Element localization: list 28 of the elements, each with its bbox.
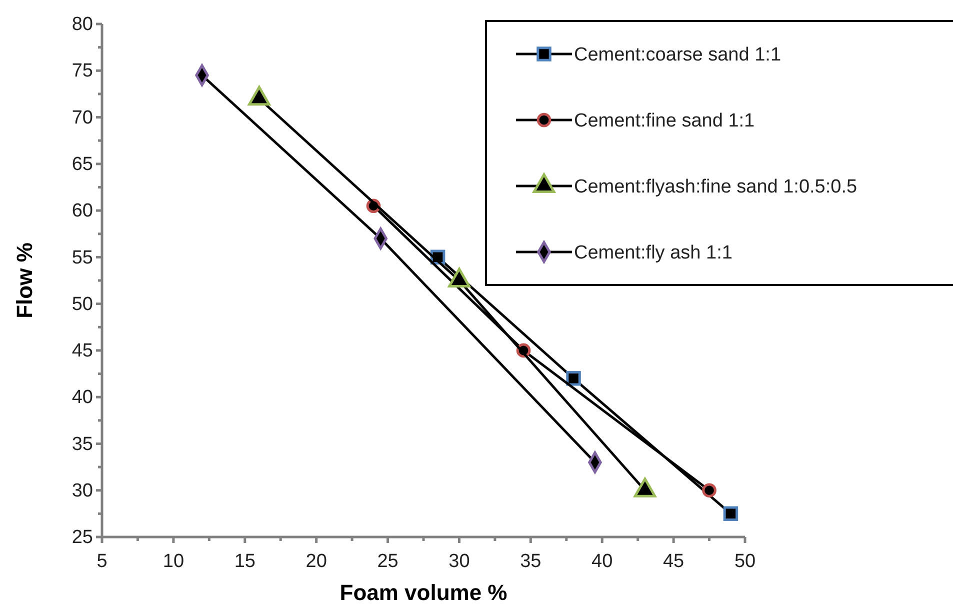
legend-label: Cement:fine sand 1:1 (574, 110, 755, 132)
x-axis-title: Foam volume % (340, 580, 508, 605)
x-tick-label: 5 (96, 550, 108, 572)
y-axis-title: Flow % (12, 242, 37, 318)
y-tick-label: 50 (72, 294, 93, 315)
x-tick-label: 30 (448, 550, 470, 572)
y-tick-label: 35 (72, 434, 93, 455)
x-tick-label: 35 (520, 550, 542, 572)
y-tick-label: 25 (72, 527, 93, 548)
x-tick-label: 40 (592, 550, 613, 572)
y-tick-label: 70 (72, 107, 93, 128)
y-tick-label: 60 (72, 200, 93, 222)
x-tick-label: 50 (734, 550, 756, 572)
legend-label: Cement:coarse sand 1:1 (574, 44, 782, 66)
x-tick-label: 45 (662, 550, 684, 572)
legend-label: Cement:fly ash 1:1 (574, 242, 732, 264)
y-tick-label: 80 (72, 14, 93, 36)
legend-label: Cement:flyash:fine sand 1:0.5:0.5 (574, 176, 858, 198)
y-tick-label: 40 (72, 387, 93, 408)
x-tick-label: 10 (162, 550, 184, 572)
y-tick-label: 65 (72, 154, 93, 175)
y-tick-label: 75 (72, 60, 93, 82)
x-tick-label: 15 (234, 550, 256, 572)
x-tick-label: 25 (377, 550, 398, 572)
y-tick-label: 45 (72, 340, 93, 362)
y-tick-label: 30 (72, 480, 93, 502)
x-tick-label: 20 (306, 550, 327, 572)
y-tick-label: 55 (72, 247, 93, 268)
